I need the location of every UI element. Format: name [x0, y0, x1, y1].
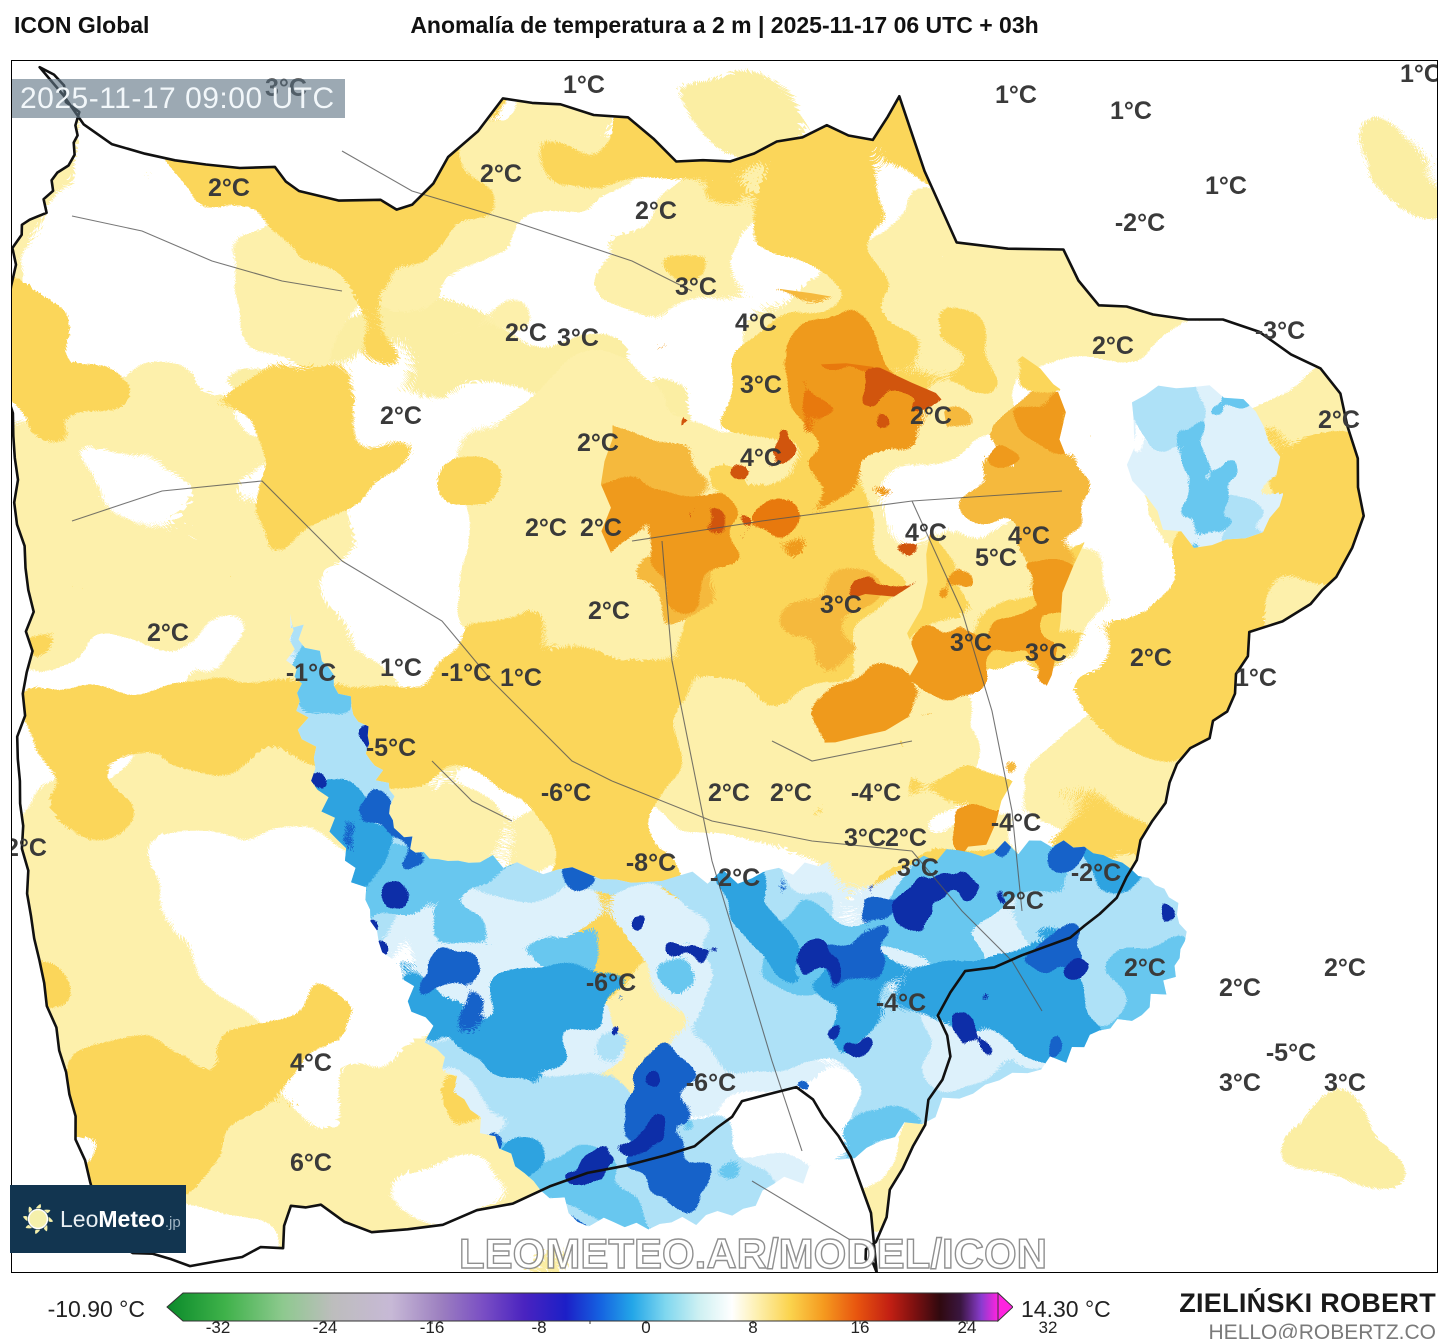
- svg-text:3°C: 3°C: [1324, 1069, 1366, 1097]
- svg-text:1°C: 1°C: [1235, 664, 1277, 692]
- svg-text:-2°C: -2°C: [1115, 209, 1165, 237]
- svg-text:4°C: 4°C: [735, 309, 777, 337]
- svg-text:2°C: 2°C: [505, 319, 547, 347]
- svg-text:4°C: 4°C: [1008, 522, 1050, 550]
- svg-text:2°C: 2°C: [1219, 974, 1261, 1002]
- svg-text:2°C: 2°C: [910, 402, 952, 430]
- svg-text:1°C: 1°C: [995, 81, 1037, 109]
- svg-text:2°C: 2°C: [147, 619, 189, 647]
- svg-text:1°C: 1°C: [1205, 172, 1247, 200]
- svg-text:4°C: 4°C: [905, 519, 947, 547]
- svg-text:-6°C: -6°C: [686, 1069, 736, 1097]
- svg-text:2°C: 2°C: [208, 174, 250, 202]
- svg-text:2°C: 2°C: [1318, 406, 1360, 434]
- svg-text:-6°C: -6°C: [541, 779, 591, 807]
- svg-text:-8°C: -8°C: [626, 849, 676, 877]
- svg-text:2°C: 2°C: [708, 779, 750, 807]
- svg-text:-1°C: -1°C: [286, 659, 336, 687]
- svg-text:2°C: 2°C: [580, 514, 622, 542]
- svg-text:-4°C: -4°C: [991, 809, 1041, 837]
- svg-text:6°C: 6°C: [290, 1149, 332, 1177]
- svg-text:-5°C: -5°C: [366, 734, 416, 762]
- svg-text:-1°C: -1°C: [441, 659, 491, 687]
- svg-text:-2°C: -2°C: [1071, 859, 1121, 887]
- svg-text:2°C: 2°C: [770, 779, 812, 807]
- svg-text:2°C: 2°C: [1324, 954, 1366, 982]
- svg-text:3°C: 3°C: [844, 824, 886, 852]
- svg-text:1°C: 1°C: [500, 664, 542, 692]
- svg-text:LEOMETEO.AR/MODEL/ICON: LEOMETEO.AR/MODEL/ICON: [459, 1230, 1047, 1272]
- svg-text:2°C: 2°C: [1002, 887, 1044, 915]
- svg-text:2°C: 2°C: [1092, 332, 1134, 360]
- svg-text:-3°C: -3°C: [1255, 317, 1305, 345]
- svg-text:2°C: 2°C: [635, 197, 677, 225]
- svg-text:1°C: 1°C: [1400, 61, 1437, 88]
- svg-text:2°C: 2°C: [885, 824, 927, 852]
- svg-text:3°C: 3°C: [950, 629, 992, 657]
- svg-text:2°C: 2°C: [1130, 644, 1172, 672]
- svg-text:2°C: 2°C: [525, 514, 567, 542]
- svg-text:-2°C: -2°C: [710, 864, 760, 892]
- svg-text:2°C: 2°C: [577, 429, 619, 457]
- svg-text:2°C: 2°C: [1124, 954, 1166, 982]
- svg-text:1°C: 1°C: [1110, 97, 1152, 125]
- svg-text:2°C: 2°C: [380, 402, 422, 430]
- svg-text:-5°C: -5°C: [1266, 1039, 1316, 1067]
- svg-text:2°C: 2°C: [588, 597, 630, 625]
- svg-text:3°C: 3°C: [557, 324, 599, 352]
- svg-text:3°C: 3°C: [820, 591, 862, 619]
- svg-text:-4°C: -4°C: [851, 779, 901, 807]
- svg-text:-4°C: -4°C: [876, 989, 926, 1017]
- svg-text:4°C: 4°C: [740, 444, 782, 472]
- svg-text:1°C: 1°C: [563, 71, 605, 99]
- svg-text:3°C: 3°C: [1219, 1069, 1261, 1097]
- svg-text:4°C: 4°C: [290, 1049, 332, 1077]
- svg-text:2°C: 2°C: [480, 160, 522, 188]
- svg-text:1°C: 1°C: [380, 654, 422, 682]
- svg-text:3°C: 3°C: [1025, 639, 1067, 667]
- svg-text:3°C: 3°C: [897, 854, 939, 882]
- svg-text:-6°C: -6°C: [586, 969, 636, 997]
- svg-text:2°C: 2°C: [12, 834, 47, 862]
- svg-text:3°C: 3°C: [675, 273, 717, 301]
- svg-text:3°C: 3°C: [740, 371, 782, 399]
